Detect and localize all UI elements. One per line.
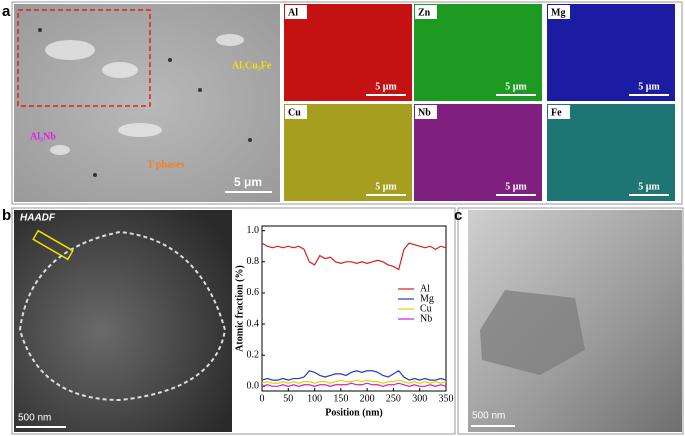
- x-tick-label: 50: [283, 393, 293, 404]
- scale-bar-label: 5 μm: [375, 81, 397, 92]
- eds-map: [284, 4, 412, 101]
- y-tick-label: 0.2: [247, 349, 260, 360]
- scale-bar-label: 5 μm: [638, 181, 660, 192]
- legend-label: Mg: [420, 293, 434, 304]
- element-label: Fe: [551, 107, 562, 118]
- scale-bar-label: 5 μm: [375, 181, 397, 192]
- element-box: [285, 105, 307, 119]
- roi-box: [17, 9, 151, 107]
- x-tick-label: 100: [307, 393, 322, 404]
- haadf-image: [14, 210, 232, 432]
- legend-label: Al: [420, 283, 430, 294]
- line-chart: 0 50 100 150 200 250 300 350 0.0 0.2 0.4 0.6 0.8 1.0 P…: [234, 225, 453, 418]
- element-label: Nb: [418, 107, 431, 118]
- scale-bar-label: 5 μm: [234, 175, 262, 189]
- panel-b-frame: [11, 207, 456, 435]
- panel-label: c: [454, 207, 462, 224]
- legend-label: Nb: [420, 313, 432, 324]
- y-tick-label: 0.4: [247, 318, 260, 329]
- element-label: Cu: [288, 107, 301, 118]
- element-label: Al: [288, 7, 298, 18]
- x-tick-label: 250: [386, 393, 401, 404]
- grain: [480, 290, 585, 375]
- series-line: [261, 379, 447, 384]
- x-axis-label: Position (nm): [325, 407, 383, 418]
- x-tick-label: 350: [439, 393, 454, 404]
- element-box: [548, 105, 570, 119]
- x-tick-label: 0: [260, 393, 265, 404]
- y-tick-label: 0.8: [247, 256, 260, 267]
- x-tick-label: 200: [360, 393, 375, 404]
- panel-a-frame: [11, 1, 683, 205]
- annotation: T phases: [147, 159, 184, 170]
- scale-bar-label: 5 μm: [638, 81, 660, 92]
- element-box: [415, 105, 437, 119]
- eds-map: [414, 104, 542, 201]
- scale-bar-label: 500 nm: [472, 411, 505, 422]
- sem-image: [14, 4, 280, 202]
- annotation: Al₇Cu₂Fe: [232, 60, 272, 71]
- element-box: [285, 5, 307, 19]
- x-tick-label: 300: [412, 393, 427, 404]
- eds-map: [547, 4, 675, 101]
- eds-maps: Al 5 μm Zn 5 μm Mg 5 μm Cu 5 μm Nb 5 μm Fe 5 μm: [284, 4, 675, 201]
- y-tick-label: 0.6: [247, 287, 260, 298]
- panel-label: a: [2, 3, 11, 20]
- series-line: [261, 382, 447, 387]
- y-axis-label: Atomic fraction (%): [234, 265, 245, 352]
- eds-map: [414, 4, 542, 101]
- element-box: [548, 5, 570, 19]
- image-label: HAADF: [20, 213, 56, 224]
- sem-pores: [38, 28, 252, 177]
- legend-label: Cu: [420, 303, 432, 314]
- line-scan-box: [32, 229, 74, 261]
- scale-bar-label: 500 nm: [18, 413, 51, 424]
- y-tick-label: 0.0: [247, 381, 260, 392]
- panel-c-frame: [457, 207, 684, 435]
- annotation: Al₃Nb: [30, 131, 56, 142]
- eds-map: [547, 104, 675, 201]
- y-tick-label: 1.0: [247, 225, 260, 236]
- series-line: [261, 242, 447, 271]
- series-line: [261, 369, 447, 381]
- eds-map: [284, 104, 412, 201]
- sem-phases: [45, 34, 244, 155]
- x-tick-label: 150: [333, 393, 348, 404]
- scale-bar-label: 5 μm: [505, 81, 527, 92]
- element-label: Zn: [418, 7, 431, 18]
- scale-bar-label: 5 μm: [505, 181, 527, 192]
- panel-label: b: [2, 207, 11, 224]
- element-box: [415, 5, 437, 19]
- element-label: Mg: [551, 7, 565, 18]
- plot-area: [261, 225, 447, 392]
